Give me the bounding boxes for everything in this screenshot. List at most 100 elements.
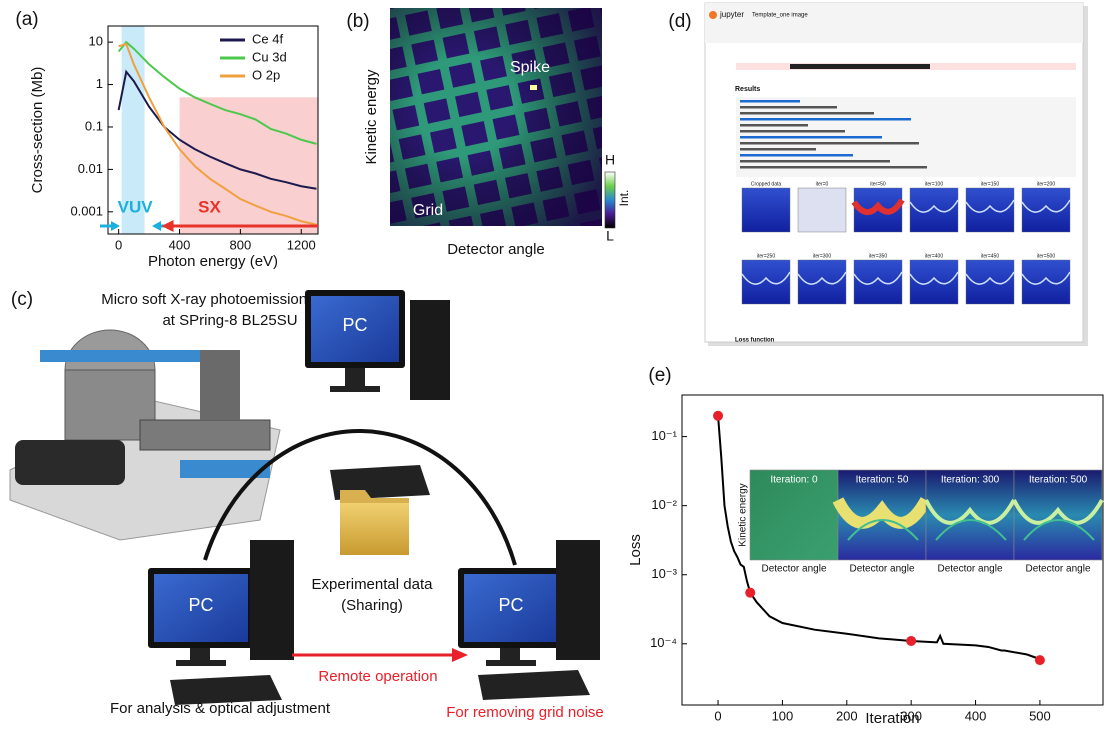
x-axis-label: Iteration — [865, 710, 919, 727]
tile — [797, 187, 847, 233]
tile-curve — [851, 198, 905, 215]
x-tick-label: 400 — [169, 237, 191, 252]
tile-title: iter=100 — [925, 181, 943, 187]
marker — [1034, 655, 1045, 666]
colorbar-high: H — [605, 152, 615, 168]
data-label: Experimental data — [312, 576, 434, 593]
x-tick-label: 1200 — [287, 237, 316, 252]
tile-curve — [965, 199, 1015, 213]
inset-image — [749, 469, 839, 561]
colorbar — [604, 171, 616, 229]
panel-label: (a) — [15, 9, 38, 30]
pc-label: PC — [498, 595, 523, 615]
y-tick-label: 0.1 — [85, 118, 103, 133]
y-axis-label: Cross-section (Mb) — [29, 67, 46, 194]
inset-feature — [935, 519, 1007, 541]
tile-title: iter=50 — [870, 181, 886, 187]
inset-x-label: Detector angle — [1025, 564, 1090, 575]
inset-title: Iteration: 300 — [941, 475, 1000, 486]
y-tick-label: 10⁻² — [651, 497, 677, 512]
spike-marker — [530, 85, 537, 90]
legend-label: O 2p — [252, 67, 280, 82]
y-tick-label: 0.01 — [78, 161, 103, 176]
tile-title: iter=300 — [813, 253, 831, 259]
inset-x-label: Detector angle — [849, 564, 914, 575]
series-line — [117, 69, 317, 190]
caption: For analysis & optical adjustment — [110, 700, 331, 717]
marker — [745, 587, 756, 598]
tile — [741, 187, 791, 233]
code-line — [740, 100, 800, 103]
heading: Loss function — [735, 338, 775, 344]
title: Micro soft X-ray photoemission system — [101, 291, 359, 308]
tile-title: iter=400 — [925, 253, 943, 259]
region — [179, 97, 318, 235]
marker — [906, 635, 917, 646]
series-line — [717, 415, 1041, 661]
inset-image — [1013, 469, 1103, 561]
colorbar-low: L — [606, 228, 614, 244]
app-name: jupyter — [719, 10, 744, 19]
remote-label: Remote operation — [318, 668, 437, 685]
inset-feature — [847, 519, 919, 541]
code-line — [740, 124, 808, 127]
arrow-head — [161, 220, 174, 232]
progress — [790, 64, 930, 69]
tile-curve — [1021, 199, 1071, 213]
y-tick-label: 10⁻⁴ — [650, 635, 677, 650]
panel-label: (d) — [668, 11, 691, 32]
folder — [340, 490, 409, 555]
tile-title: iter=350 — [869, 253, 887, 259]
instrument — [9, 329, 281, 541]
code-line — [740, 142, 919, 145]
inset-title: Iteration: 50 — [856, 475, 909, 486]
tile-title: iter=150 — [981, 181, 999, 187]
code-line — [740, 154, 853, 157]
y-tick-label: 0.001 — [70, 203, 103, 218]
title: at SPring-8 BL25SU — [162, 312, 297, 329]
series-line — [117, 40, 317, 145]
arrow-head — [452, 648, 468, 662]
tile-curve — [909, 199, 959, 213]
inset-y-label: Kinetic energy — [738, 483, 749, 546]
legend-label: Cu 3d — [252, 49, 287, 64]
code-line — [740, 136, 882, 139]
y-tick-label: 1 — [96, 76, 103, 91]
y-tick-label: 10⁻³ — [651, 566, 677, 581]
notebook-name: Template_one image — [752, 13, 808, 19]
x-tick-label: 500 — [1029, 708, 1051, 723]
inset-x-label: Detector angle — [761, 564, 826, 575]
y-axis-label: Loss — [627, 534, 644, 566]
grid-label: Grid — [413, 202, 443, 219]
x-axis-label: Detector angle — [447, 241, 545, 258]
marker — [713, 410, 724, 421]
x-tick-label: 300 — [900, 708, 922, 723]
pc-left — [148, 540, 294, 705]
code-line — [740, 148, 816, 151]
legend-label: Ce 4f — [252, 31, 283, 46]
inset-title: Iteration: 500 — [1029, 475, 1088, 486]
pc-label: PC — [342, 315, 367, 335]
logo — [709, 11, 717, 19]
pc-label: PC — [188, 595, 213, 615]
y-axis-label: Kinetic energy — [363, 69, 380, 165]
colorbar-label: Int. — [617, 190, 631, 207]
heading: Results — [735, 86, 760, 93]
inset-title: Iteration: 0 — [770, 475, 818, 486]
panel-label: (b) — [346, 11, 369, 32]
y-tick-label: 10⁻¹ — [651, 428, 677, 443]
code-line — [740, 112, 874, 115]
tile-title: iter=200 — [1037, 181, 1055, 187]
x-tick-label: 400 — [965, 708, 987, 723]
panel-label: (c) — [11, 289, 33, 310]
axes-frame — [681, 394, 1104, 706]
pc-top — [305, 290, 450, 500]
inset-feature — [1023, 519, 1095, 541]
region-label: VUV — [118, 197, 154, 216]
heatmap-shade — [390, 8, 602, 226]
region-label: SX — [198, 197, 221, 216]
code-line — [740, 166, 927, 169]
tile-curve — [741, 271, 791, 285]
axes-frame — [107, 25, 319, 235]
